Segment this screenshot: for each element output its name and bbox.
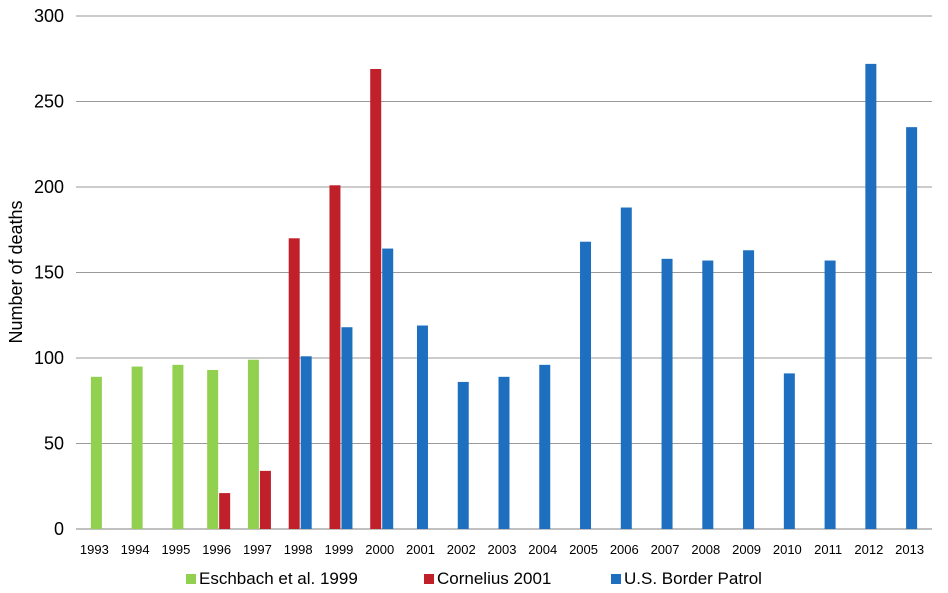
bar-1999-series-2 bbox=[341, 327, 353, 529]
bar-2011-series-2 bbox=[824, 260, 836, 529]
y-tick-label: 0 bbox=[54, 519, 64, 539]
x-tick-label: 1996 bbox=[202, 542, 231, 557]
bar-2007-series-2 bbox=[661, 258, 673, 529]
y-tick-label: 200 bbox=[34, 177, 64, 197]
legend-label-1: Cornelius 2001 bbox=[437, 569, 551, 588]
bar-2000-series-1 bbox=[370, 69, 382, 529]
bar-1996-series-1 bbox=[219, 493, 231, 529]
bar-2002-series-2 bbox=[457, 381, 469, 529]
x-tick-label: 2000 bbox=[365, 542, 394, 557]
bar-2010-series-2 bbox=[783, 373, 795, 529]
legend-label-0: Eschbach et al. 1999 bbox=[199, 569, 358, 588]
y-tick-label: 50 bbox=[44, 434, 64, 454]
x-tick-label: 2007 bbox=[651, 542, 680, 557]
bar-1998-series-1 bbox=[288, 238, 300, 530]
bar-2009-series-2 bbox=[743, 250, 755, 529]
x-tick-label: 1997 bbox=[243, 542, 272, 557]
x-tick-label: 2003 bbox=[488, 542, 517, 557]
bar-1995-series-0 bbox=[172, 364, 184, 529]
x-tick-label: 2001 bbox=[406, 542, 435, 557]
bar-1994-series-0 bbox=[131, 366, 143, 529]
bar-2008-series-2 bbox=[702, 260, 714, 529]
x-tick-label: 2009 bbox=[732, 542, 761, 557]
bars bbox=[90, 63, 918, 530]
x-tick-label: 2006 bbox=[610, 542, 639, 557]
legend-swatch-0 bbox=[186, 574, 196, 584]
y-axis-ticks: 0 50 100 150 200 250 300 bbox=[34, 6, 64, 539]
legend-swatch-1 bbox=[424, 574, 434, 584]
x-tick-label: 1999 bbox=[324, 542, 353, 557]
bar-2005-series-2 bbox=[580, 241, 592, 529]
y-axis-label: Number of deaths bbox=[6, 200, 26, 343]
x-tick-label: 2010 bbox=[773, 542, 802, 557]
bar-2012-series-2 bbox=[865, 63, 877, 529]
bar-1999-series-1 bbox=[329, 185, 341, 530]
bar-1998-series-2 bbox=[300, 356, 312, 529]
legend-swatch-2 bbox=[611, 574, 621, 584]
bar-1996-series-0 bbox=[207, 369, 219, 529]
bar-2006-series-2 bbox=[620, 207, 632, 529]
y-tick-label: 100 bbox=[34, 348, 64, 368]
x-axis-ticks: 1993 1994 1995 1996 1997 1998 1999 2000 2001 2002… bbox=[80, 542, 924, 557]
x-tick-label: 1994 bbox=[121, 542, 150, 557]
x-tick-label: 2011 bbox=[814, 542, 842, 557]
x-tick-label: 2012 bbox=[854, 542, 883, 557]
x-tick-label: 2004 bbox=[528, 542, 557, 557]
x-tick-label: 1995 bbox=[161, 542, 190, 557]
y-tick-label: 250 bbox=[34, 92, 64, 112]
bar-1997-series-1 bbox=[259, 470, 271, 529]
bar-2003-series-2 bbox=[498, 376, 510, 529]
x-tick-label: 1993 bbox=[80, 542, 109, 557]
bar-1993-series-0 bbox=[90, 376, 102, 529]
x-tick-label: 2008 bbox=[691, 542, 720, 557]
y-tick-label: 150 bbox=[34, 263, 64, 283]
bar-2013-series-2 bbox=[906, 127, 918, 530]
x-tick-label: 1998 bbox=[284, 542, 313, 557]
x-tick-label: 2002 bbox=[447, 542, 476, 557]
x-tick-label: 2013 bbox=[895, 542, 924, 557]
bar-2004-series-2 bbox=[539, 364, 551, 529]
gridlines bbox=[76, 15, 932, 530]
bar-2001-series-2 bbox=[416, 325, 428, 529]
y-tick-label: 300 bbox=[34, 6, 64, 26]
x-tick-label: 2005 bbox=[569, 542, 598, 557]
bar-2000-series-2 bbox=[382, 248, 394, 529]
legend: Eschbach et al. 1999 Cornelius 2001 U.S. B… bbox=[186, 569, 762, 588]
legend-label-2: U.S. Border Patrol bbox=[624, 569, 762, 588]
bar-1997-series-0 bbox=[247, 359, 259, 529]
